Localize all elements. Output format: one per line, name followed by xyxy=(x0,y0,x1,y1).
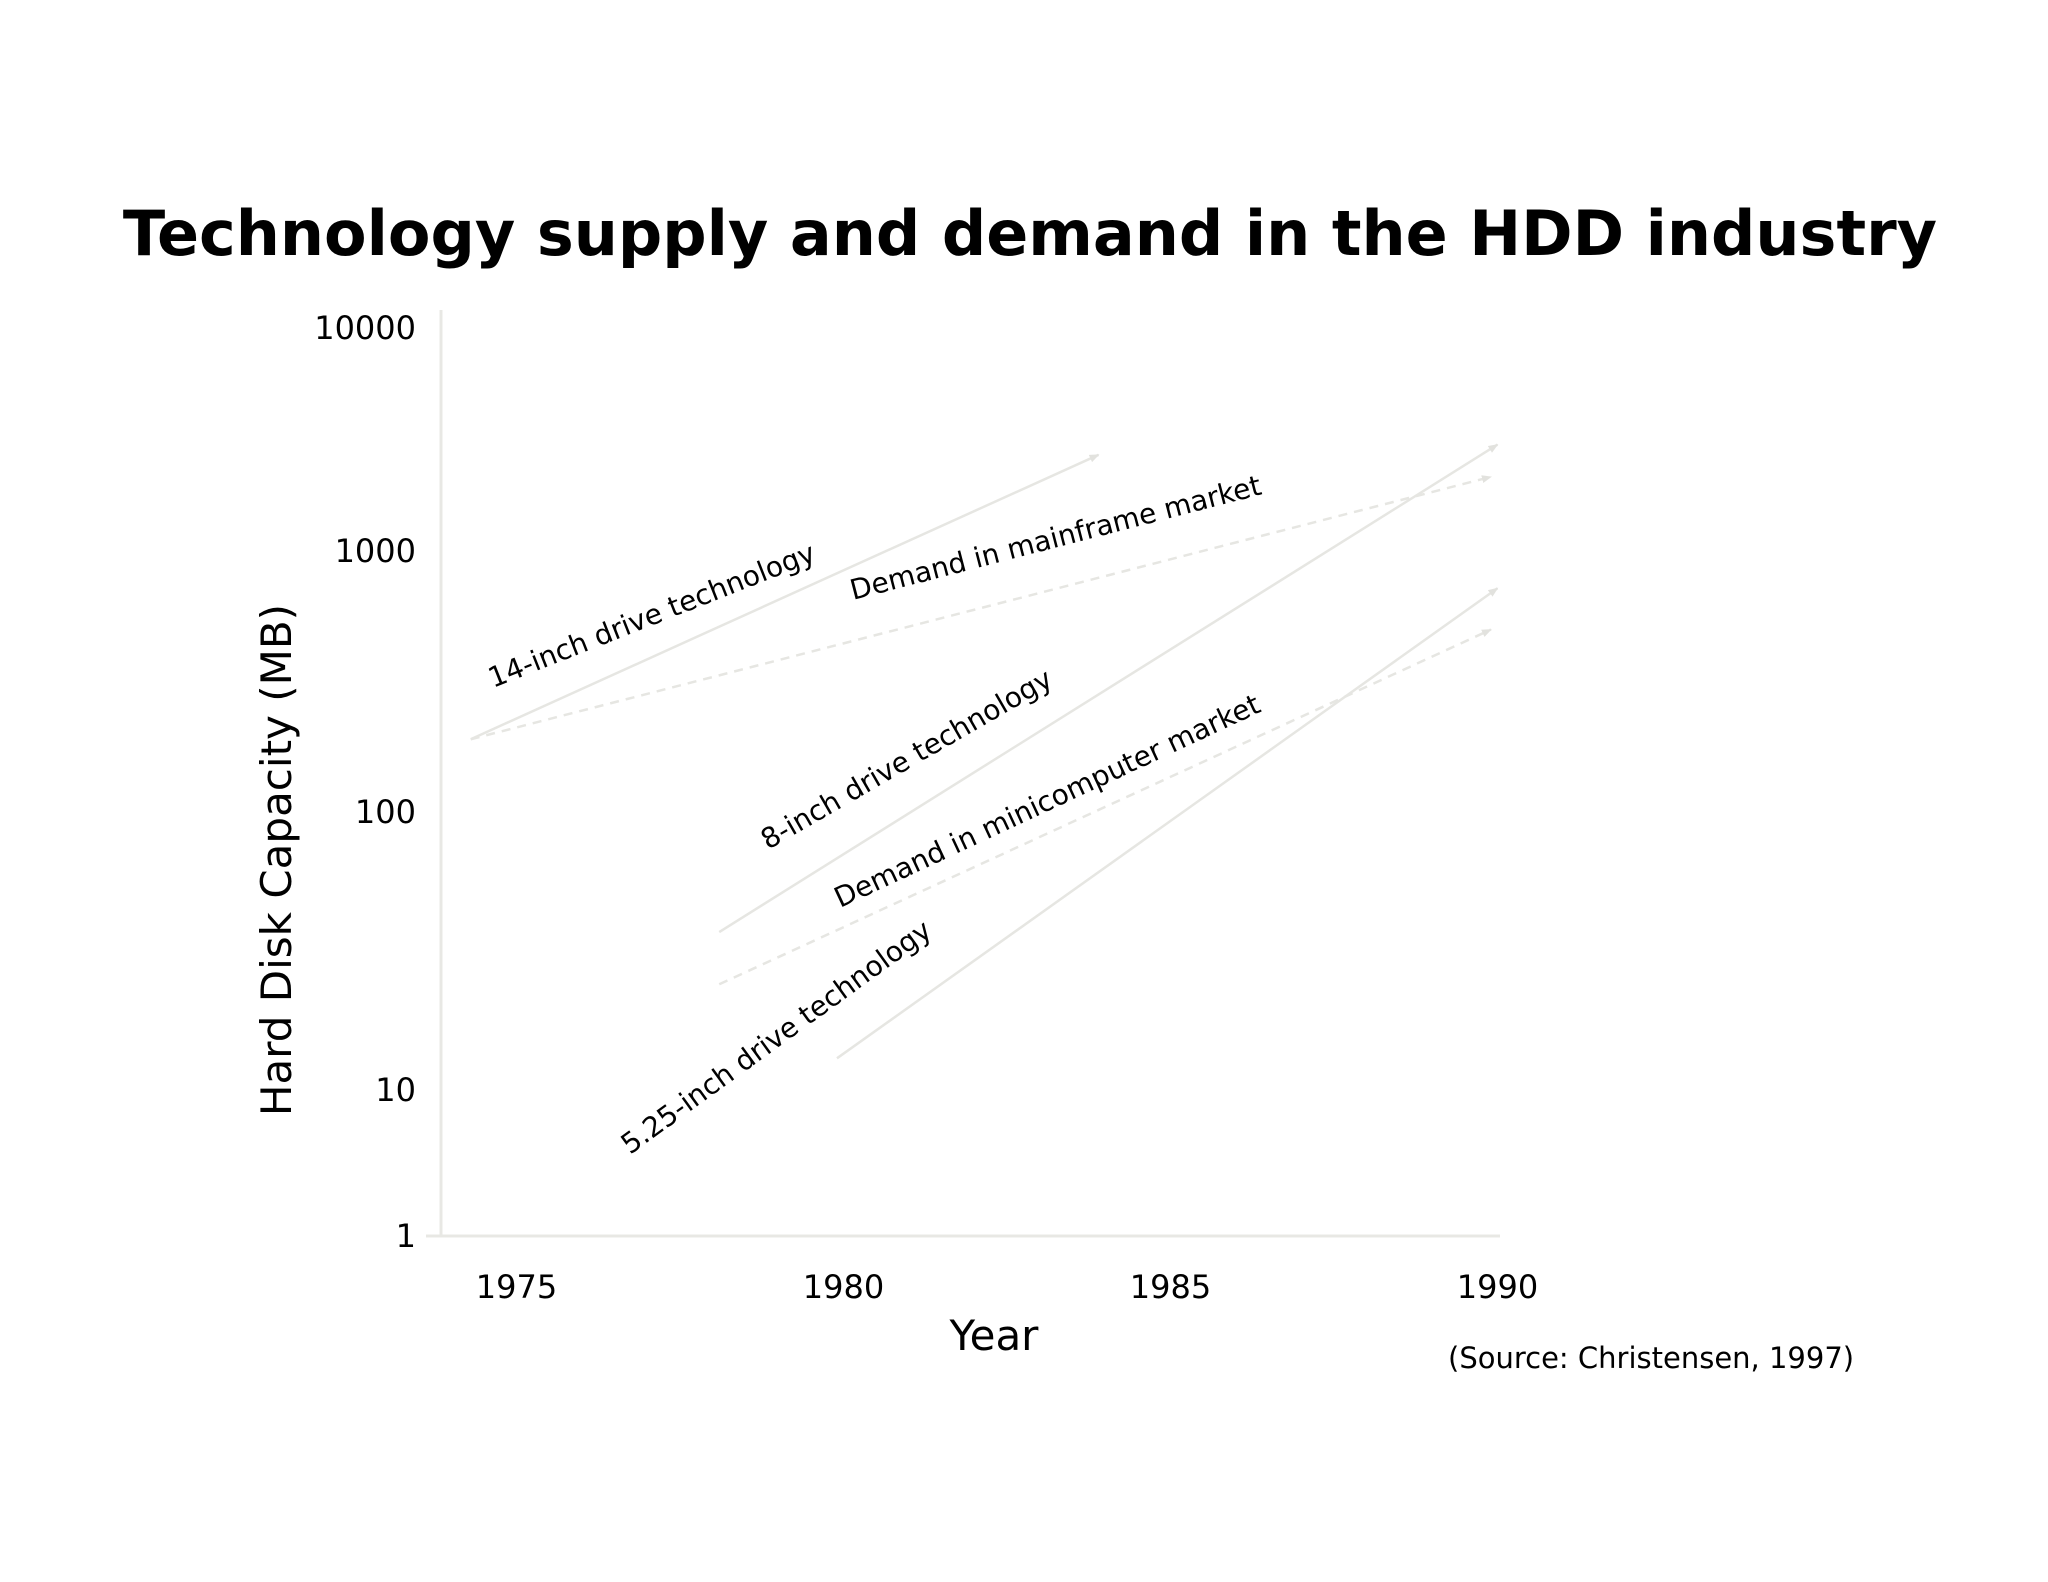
y-tick-label: 1 xyxy=(396,1217,416,1255)
chart-title: Technology supply and demand in the HDD … xyxy=(123,197,1937,270)
x-tick-label: 1980 xyxy=(803,1268,884,1306)
series-label-5: 5.25-inch drive technology xyxy=(615,913,938,1160)
y-tick-label: 1000 xyxy=(335,532,416,570)
x-tick-label: 1985 xyxy=(1130,1268,1211,1306)
series-line-4 xyxy=(718,628,1492,986)
x-axis-label: Year xyxy=(949,1311,1040,1360)
axes xyxy=(426,310,1500,1238)
series-label-1: 14-inch drive technology xyxy=(483,536,819,694)
series-line-1 xyxy=(470,453,1100,741)
y-axis-label: Hard Disk Capacity (MB) xyxy=(252,604,301,1116)
x-tick-label: 1975 xyxy=(476,1268,557,1306)
series-lines xyxy=(470,443,1499,1060)
series-annotations: 14-inch drive technology Demand in mainfr… xyxy=(483,469,1265,1161)
x-tick-label: 1990 xyxy=(1457,1268,1538,1306)
series-label-2: Demand in mainframe market xyxy=(846,469,1264,607)
series-line-3 xyxy=(718,443,1499,934)
series-line-5 xyxy=(836,587,1499,1060)
y-tick-label: 10000 xyxy=(314,309,416,347)
y-tick-label: 100 xyxy=(355,793,416,831)
y-tick-label: 10 xyxy=(375,1071,416,1109)
tick-labels: 1975 1980 1985 1990 1 10 100 1000 10000 xyxy=(314,309,1538,1306)
source-note: (Source: Christensen, 1997) xyxy=(1448,1341,1854,1375)
